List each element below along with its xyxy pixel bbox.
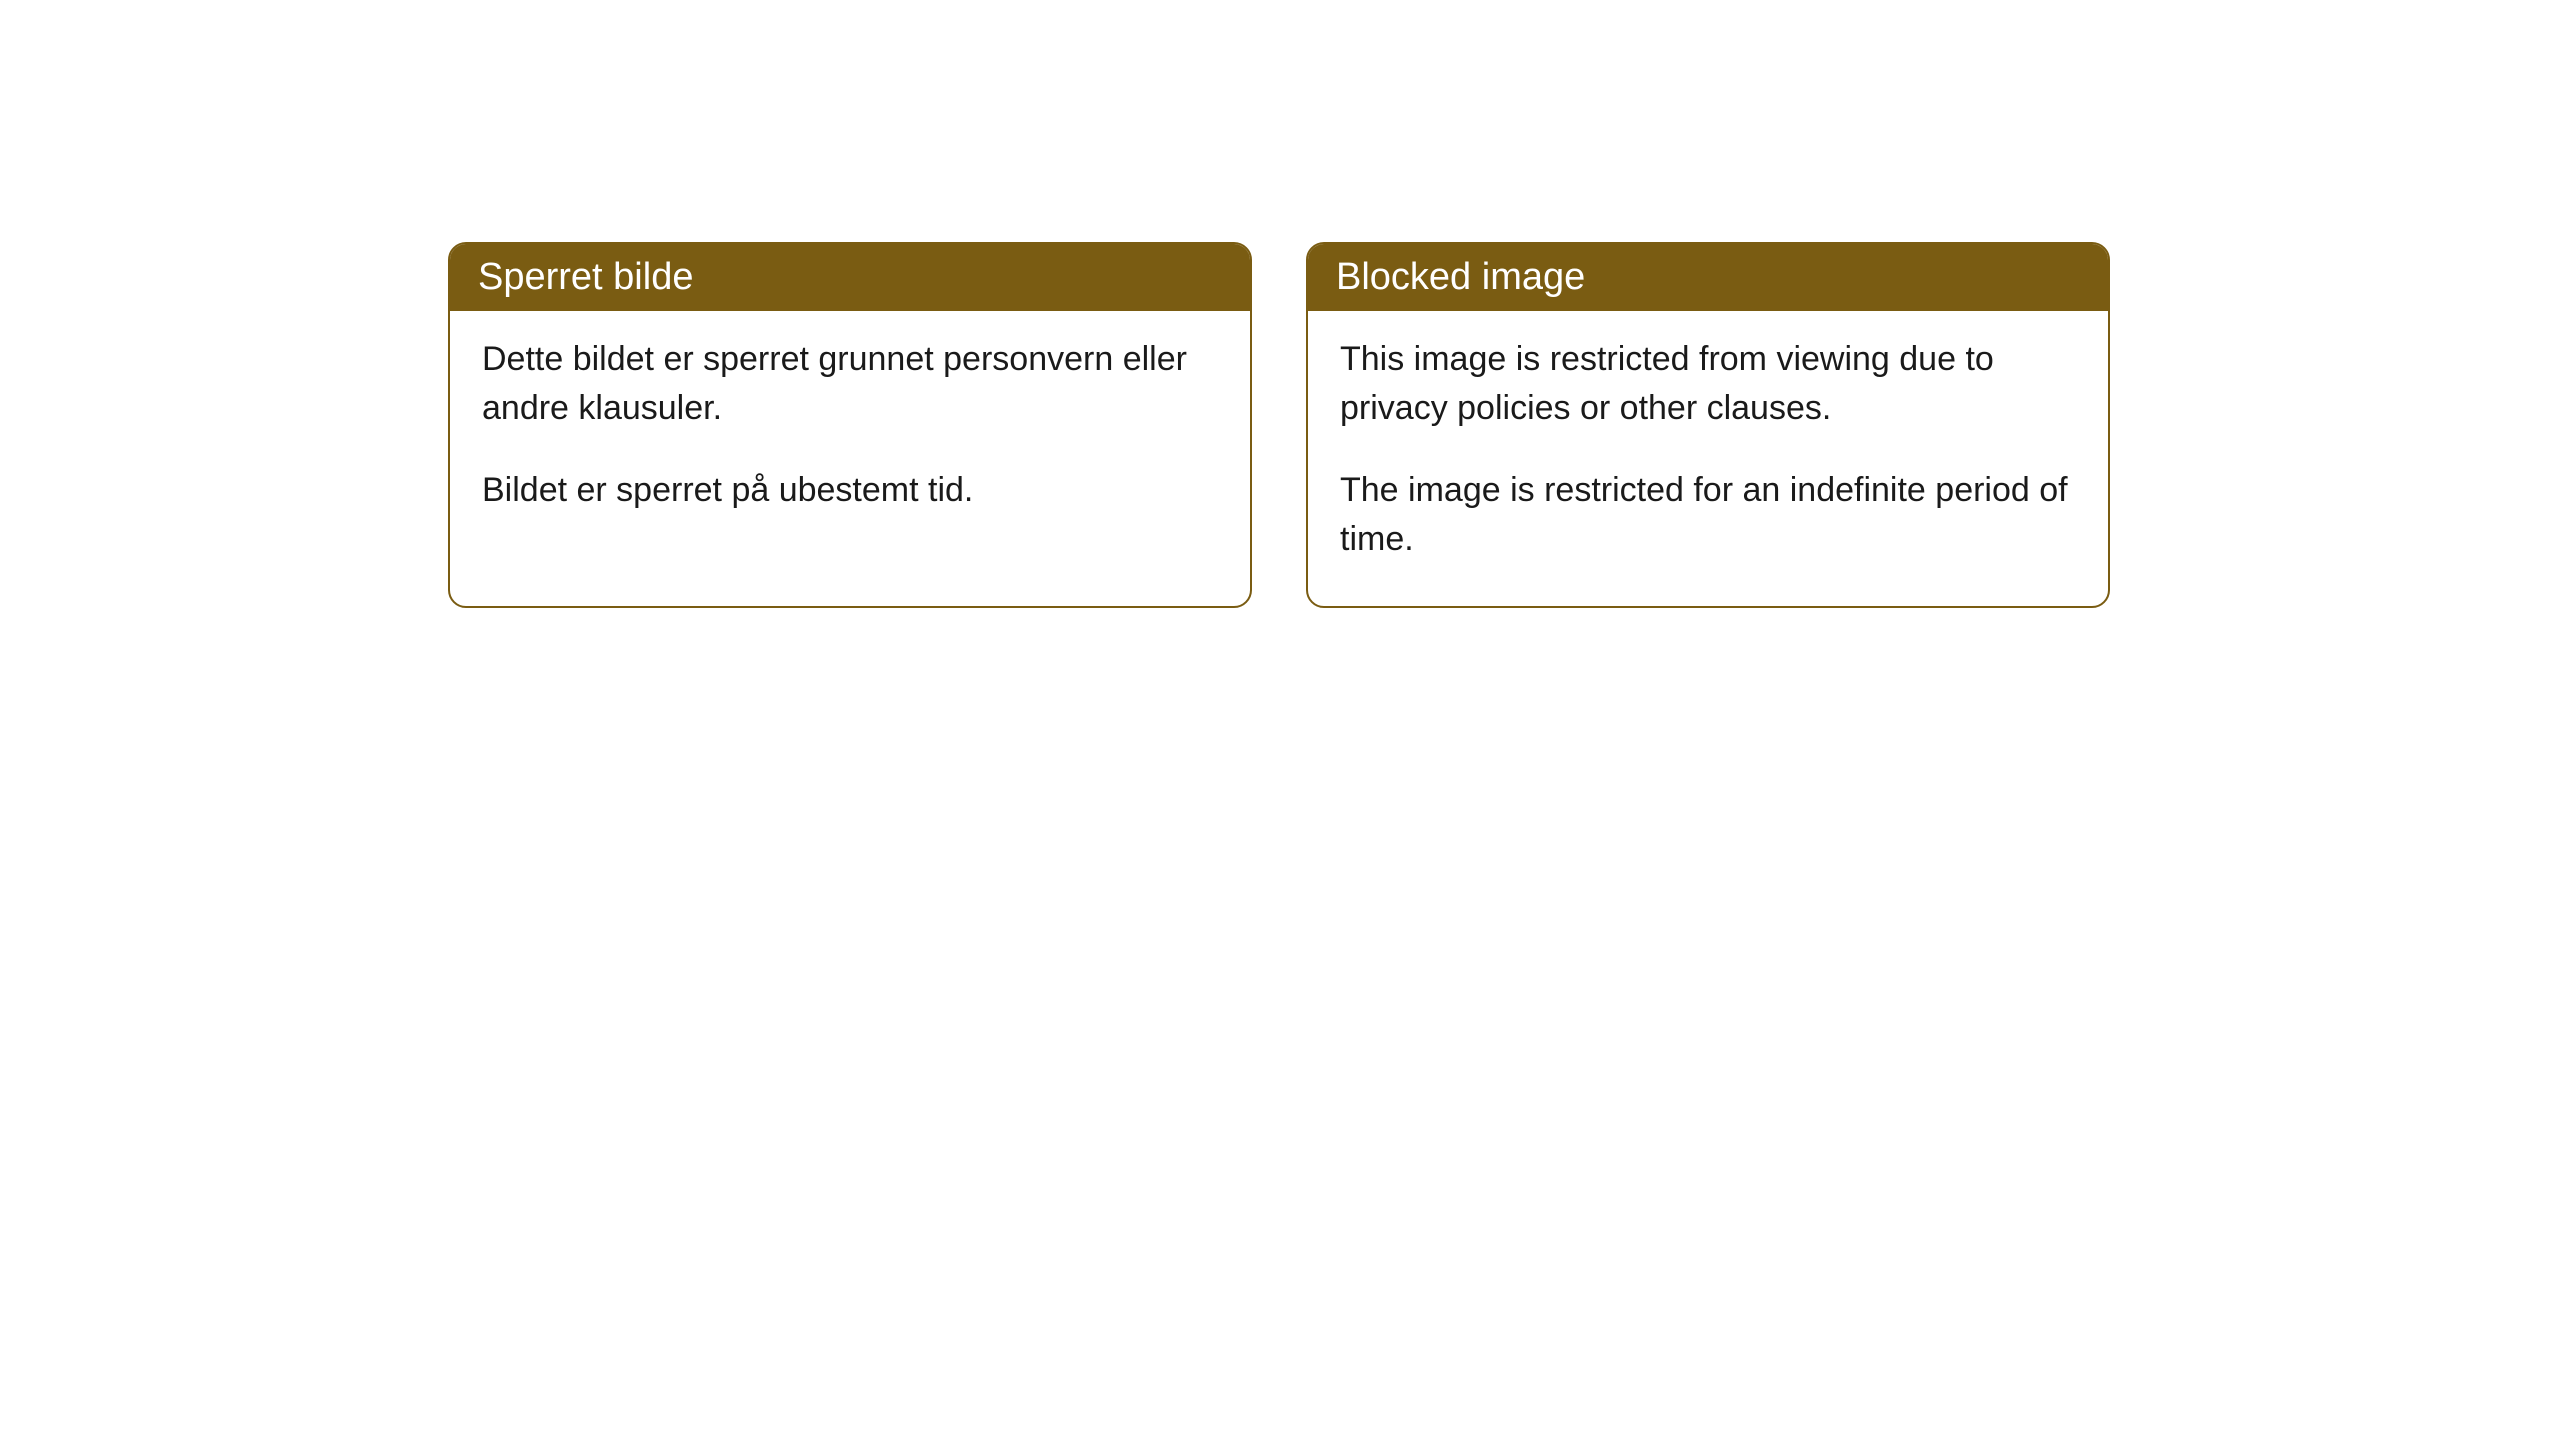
card-title: Blocked image: [1336, 256, 1585, 298]
notice-card-norwegian: Sperret bilde Dette bildet er sperret gr…: [448, 242, 1252, 608]
card-body-english: This image is restricted from viewing du…: [1308, 311, 2108, 606]
card-paragraph: This image is restricted from viewing du…: [1340, 335, 2076, 434]
card-paragraph: Bildet er sperret på ubestemt tid.: [482, 466, 1218, 515]
card-paragraph: The image is restricted for an indefinit…: [1340, 466, 2076, 565]
card-title: Sperret bilde: [478, 256, 693, 298]
card-paragraph: Dette bildet er sperret grunnet personve…: [482, 335, 1218, 434]
card-header-english: Blocked image: [1308, 244, 2108, 311]
notice-cards-container: Sperret bilde Dette bildet er sperret gr…: [448, 242, 2110, 608]
card-body-norwegian: Dette bildet er sperret grunnet personve…: [450, 311, 1250, 557]
card-header-norwegian: Sperret bilde: [450, 244, 1250, 311]
notice-card-english: Blocked image This image is restricted f…: [1306, 242, 2110, 608]
